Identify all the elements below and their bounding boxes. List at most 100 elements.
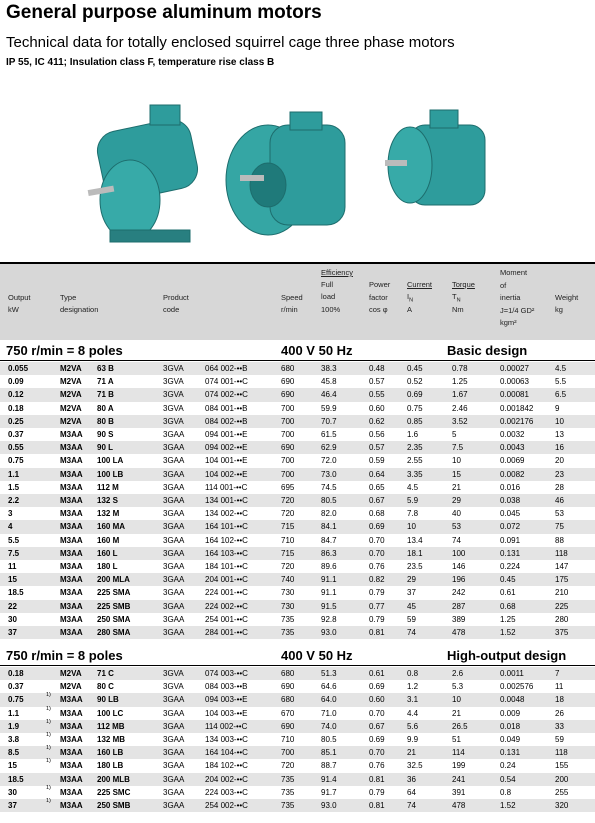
footnote-ref: 1)	[46, 798, 51, 804]
cell: 23	[555, 469, 564, 479]
cell: 134 001-••C	[205, 496, 248, 505]
cell: 1.6	[407, 430, 419, 439]
cell: 30	[8, 614, 17, 624]
table-row: 1) 30 M3AA 225 SMC 3GAA 224 003-••C 735 91.7 0.7…	[0, 785, 595, 799]
cell: 71 A	[97, 377, 114, 387]
cell: 0.131	[500, 748, 521, 758]
table-row: 0.37 M3AA 90 S 3GAA 094 001-••E 700 61.5 0.56 1.…	[0, 428, 595, 441]
unit: Nm	[452, 305, 464, 314]
cell: 225 SMC	[97, 787, 131, 797]
cell: 51.3	[321, 669, 337, 678]
cell: 16	[555, 443, 564, 453]
column-header: cos φ	[369, 305, 388, 314]
cell: 204 001-••C	[205, 575, 248, 585]
cell: M3AA	[60, 469, 83, 479]
cell: 10	[452, 695, 461, 705]
cell: 0.37	[8, 430, 24, 439]
cell: 51	[452, 735, 461, 744]
cell: 3GAA	[163, 443, 185, 453]
table-row: 0.055 M2VA 63 B 3GVA 064 002-••B 680 38.3 0.48 0…	[0, 362, 595, 376]
cell: 112 M	[97, 482, 119, 492]
cell: M3AA	[60, 509, 83, 519]
cell: 0.002576	[500, 682, 534, 692]
cell: 100 LC	[97, 708, 124, 718]
cell: 210	[555, 588, 569, 598]
cell: 3.35	[407, 469, 423, 479]
cell: 74	[407, 801, 416, 810]
section-voltage: 400 V 50 Hz	[281, 648, 353, 663]
cell: 0.0043	[500, 443, 525, 453]
cell: 3GVA	[163, 390, 184, 400]
rule	[0, 665, 595, 666]
cell: 0.45	[407, 364, 423, 373]
cell: 0.57	[369, 443, 385, 453]
cell: 3GAA	[163, 469, 185, 479]
cell: 225 SMA	[97, 588, 131, 598]
cell: 104 002-••E	[205, 469, 248, 479]
cell: 23.5	[407, 562, 423, 571]
cell: 0.0032	[500, 430, 525, 439]
cell: 30	[8, 787, 17, 797]
cell: 0.18	[8, 403, 24, 413]
cell: 200	[555, 774, 569, 784]
table-row: 3 M3AA 132 M 3GAA 134 002-••C 720 82.0 0.68 7.8 4…	[0, 507, 595, 520]
cell: 735	[281, 614, 295, 624]
subtitle: Technical data for totally enclosed squi…	[6, 34, 455, 51]
cell: 0.75	[8, 456, 24, 466]
cell: 114	[452, 748, 465, 758]
cell: M2VA	[60, 669, 82, 678]
table-row: 1) 37 M3AA 250 SMB 3GAA 254 002-••C 735 93.0 0.8…	[0, 798, 595, 813]
table-row: 0.75 M3AA 100 LA 3GAA 104 001-••E 700 72.0 0.59…	[0, 454, 595, 467]
table-row: 1) 8.5 M3AA 160 LB 3GAA 164 104-••C 700 85.1 0.7…	[0, 745, 595, 760]
table-row: 18.5 M3AA 225 SMA 3GAA 224 001-••C 730 91.1 0.7…	[0, 586, 595, 599]
cell: 720	[281, 761, 295, 771]
table-row: 1.1 M3AA 100 LB 3GAA 104 002-••E 700 73.0 0.64 3…	[0, 467, 595, 481]
cell: 74.5	[321, 482, 337, 492]
cell: 40	[452, 509, 461, 519]
cell: 241	[452, 774, 466, 784]
cell: 91.4	[321, 774, 337, 784]
cell: M2VA	[60, 364, 82, 373]
cell: 3GAA	[163, 482, 185, 492]
column-header: Weight	[555, 292, 579, 302]
column-header: Moment	[500, 268, 528, 278]
subscript: N	[409, 297, 414, 304]
cell: 75	[555, 522, 564, 532]
column-header: Full	[321, 280, 334, 289]
cell: 715	[281, 522, 295, 532]
cell: 0.61	[369, 669, 385, 678]
cell: M3AA	[60, 482, 83, 492]
cell: 3GAA	[163, 535, 185, 545]
cell: 28	[555, 482, 564, 492]
cell: 250 SMB	[97, 801, 131, 810]
cell: 114 002-••C	[205, 721, 248, 731]
group-header: Torque	[452, 280, 475, 289]
cell: 104 001-••E	[205, 456, 248, 466]
table-row: 0.25 M2VA 80 B 3GVA 084 002-••B 700 70.7 0.62 0.…	[0, 414, 595, 428]
cell: 80 A	[97, 403, 114, 413]
cell: 0.009	[500, 708, 521, 718]
rule	[0, 360, 595, 361]
cell: 160 LB	[97, 748, 124, 758]
cell: 37	[407, 588, 416, 598]
cell: 86.3	[321, 548, 337, 558]
cell: 2.2	[8, 496, 20, 505]
cell: 0.62	[369, 416, 385, 426]
cell: 0.224	[500, 562, 521, 571]
cell: 2.35	[407, 443, 423, 453]
cell: 160 M	[97, 535, 120, 545]
cell: 3GAA	[163, 628, 185, 637]
column-header: 100%	[321, 304, 341, 314]
cell: 20	[555, 456, 564, 466]
cell: M3AA	[60, 562, 83, 571]
cell: 0.70	[369, 708, 385, 718]
cell: 225 SMB	[97, 601, 131, 611]
column-header: load	[321, 292, 336, 302]
cell: 250 SMA	[97, 614, 131, 624]
footnote-ref: 1)	[46, 732, 51, 738]
cell: 0.69	[369, 682, 385, 692]
cell: 0.60	[369, 403, 385, 413]
cell: 74.0	[321, 721, 337, 731]
cell: 5.3	[452, 682, 464, 692]
cell: 710	[281, 735, 295, 744]
